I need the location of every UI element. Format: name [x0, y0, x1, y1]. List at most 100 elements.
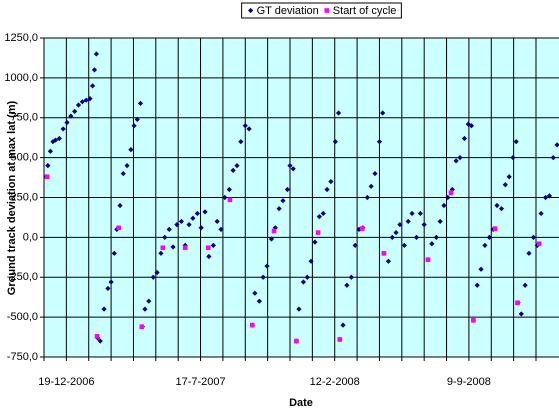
data-point	[174, 222, 180, 228]
data-point	[294, 338, 299, 344]
data-point	[45, 163, 51, 169]
data-point	[146, 298, 152, 304]
data-point	[198, 225, 204, 231]
y-tick-label: 1250,0	[4, 32, 38, 44]
legend-label: Start of cycle	[333, 5, 397, 17]
data-point	[437, 218, 443, 225]
data-point	[94, 333, 100, 339]
data-point	[304, 274, 310, 280]
data-point	[210, 242, 216, 248]
data-point	[280, 198, 286, 204]
data-point	[206, 253, 212, 260]
data-point	[160, 245, 166, 251]
data-point	[413, 234, 420, 240]
data-point	[238, 139, 244, 145]
data-point	[137, 100, 144, 106]
data-point	[546, 193, 553, 199]
data-point	[260, 274, 266, 280]
data-point	[425, 257, 431, 263]
data-point	[352, 242, 358, 248]
data-point	[256, 298, 262, 304]
data-point	[515, 300, 520, 306]
data-point	[97, 338, 103, 344]
data-point	[227, 197, 233, 203]
data-point	[389, 234, 395, 240]
data-point	[482, 242, 488, 248]
data-point	[550, 155, 556, 161]
y-tick-label: -750,0	[7, 351, 38, 363]
data-point	[372, 170, 378, 177]
data-point	[154, 269, 160, 276]
data-point	[494, 202, 500, 209]
data-point	[131, 123, 137, 129]
x-tick-label: 12-2-2008	[310, 376, 360, 388]
data-point	[68, 113, 74, 119]
data-point	[83, 97, 89, 103]
data-point	[448, 190, 454, 196]
data-point	[409, 210, 415, 217]
data-point	[449, 186, 455, 193]
data-point	[202, 209, 208, 215]
data-point	[385, 258, 391, 264]
data-point	[421, 222, 427, 228]
legend: GT deviation Start of cycle	[241, 2, 402, 19]
data-point	[316, 214, 322, 220]
data-point	[315, 230, 321, 235]
data-point	[397, 222, 403, 228]
data-point	[364, 194, 370, 201]
data-point	[287, 163, 293, 169]
data-point	[284, 186, 291, 193]
data-point	[506, 174, 512, 180]
data-point	[300, 279, 307, 285]
legend-marker	[324, 8, 330, 13]
data-point	[142, 306, 148, 312]
y-tick-label: -500,0	[7, 311, 38, 323]
data-point	[530, 234, 537, 240]
data-point	[111, 250, 117, 256]
data-point	[492, 226, 498, 231]
data-point	[405, 218, 411, 225]
data-point	[348, 274, 354, 280]
data-point	[128, 147, 134, 153]
data-point	[105, 285, 111, 292]
data-point	[170, 244, 176, 250]
data-point	[510, 155, 516, 161]
data-point	[75, 102, 82, 108]
data-point	[218, 226, 224, 232]
data-point	[324, 186, 330, 193]
data-point	[522, 282, 528, 288]
data-point	[89, 83, 96, 89]
data-point	[190, 215, 196, 221]
data-point	[457, 155, 463, 161]
data-point	[117, 202, 123, 209]
y-axis-label: Ground track deviation at max lat (m)	[6, 100, 18, 295]
legend-marker	[248, 7, 254, 14]
data-point	[536, 241, 542, 247]
data-point	[139, 324, 145, 329]
data-point	[393, 229, 399, 236]
data-point	[359, 226, 365, 231]
data-point	[101, 306, 107, 312]
data-point	[214, 218, 220, 225]
data-point	[381, 251, 387, 256]
data-point	[468, 123, 475, 129]
data-point	[344, 282, 350, 288]
data-point	[150, 274, 156, 280]
data-point	[120, 170, 126, 177]
data-point	[513, 139, 519, 145]
data-point	[320, 210, 326, 217]
x-tick-label: 9-9-2008	[447, 376, 491, 388]
data-point	[474, 282, 480, 288]
data-point	[441, 202, 447, 209]
data-point	[429, 241, 435, 247]
data-point	[542, 194, 549, 201]
data-point	[335, 110, 342, 116]
x-tick-label: 17-7-2007	[175, 376, 225, 388]
data-point	[268, 236, 275, 242]
data-point	[178, 218, 184, 225]
x-tick-label: 19-12-2006	[38, 376, 94, 388]
data-point	[376, 139, 383, 145]
data-point	[205, 245, 211, 251]
data-point	[308, 258, 314, 264]
